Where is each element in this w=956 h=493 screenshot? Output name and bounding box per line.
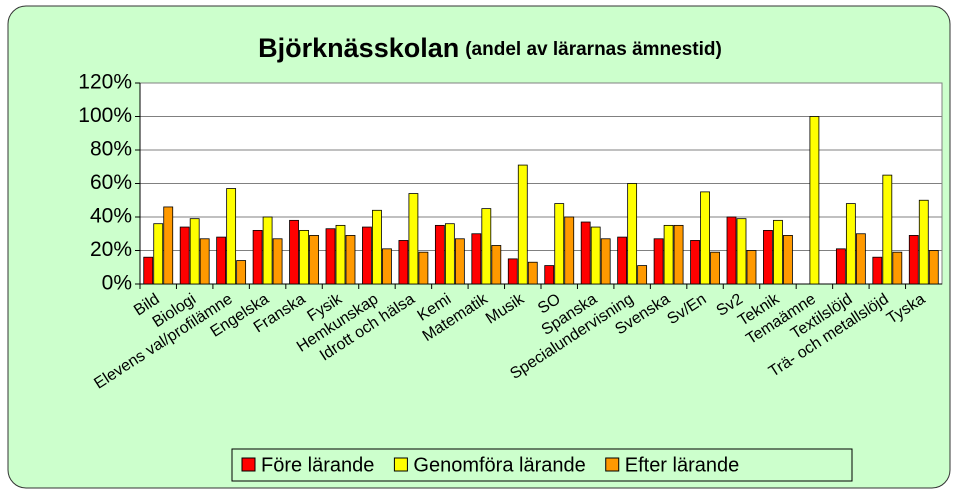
bar bbox=[153, 223, 164, 285]
bar bbox=[783, 235, 793, 285]
bar bbox=[309, 235, 319, 285]
bar bbox=[554, 203, 565, 285]
bar bbox=[700, 191, 710, 285]
bar bbox=[252, 229, 263, 285]
bar bbox=[690, 240, 700, 285]
bar bbox=[199, 238, 210, 285]
bar bbox=[345, 235, 356, 285]
bar bbox=[262, 216, 273, 285]
bar bbox=[517, 164, 528, 285]
bar bbox=[663, 224, 674, 285]
bar bbox=[580, 221, 591, 285]
bar bbox=[710, 251, 720, 285]
legend-box bbox=[231, 448, 853, 482]
bar bbox=[872, 256, 883, 285]
bar bbox=[773, 219, 783, 285]
bar bbox=[590, 226, 601, 285]
bar bbox=[236, 260, 247, 285]
legend-swatch bbox=[605, 457, 620, 472]
bar bbox=[835, 248, 846, 285]
bar bbox=[617, 236, 628, 285]
bar bbox=[272, 238, 283, 285]
bar bbox=[564, 216, 575, 285]
bar bbox=[637, 265, 648, 285]
chart-title: Björknässkolan bbox=[258, 33, 459, 63]
bar bbox=[627, 183, 638, 285]
bar bbox=[845, 203, 856, 285]
bar bbox=[507, 258, 518, 285]
bar bbox=[398, 240, 409, 285]
bar bbox=[325, 228, 336, 285]
bar bbox=[653, 238, 664, 285]
bar bbox=[746, 250, 757, 285]
bar bbox=[471, 233, 482, 285]
bar bbox=[226, 188, 237, 285]
legend-label: Efter lärande bbox=[625, 454, 740, 476]
legend: Före lärande Genomföra lärande Efter läran… bbox=[231, 448, 853, 482]
bar bbox=[882, 174, 893, 285]
legend-swatch bbox=[393, 457, 408, 472]
bar bbox=[444, 223, 455, 285]
title-group: Björknässkolan (andel av lärarnas ämnesti… bbox=[258, 33, 722, 63]
legend-swatch bbox=[241, 457, 256, 472]
bar bbox=[892, 251, 903, 285]
bar bbox=[362, 226, 372, 285]
bar bbox=[763, 229, 773, 285]
bar bbox=[382, 248, 392, 285]
bar bbox=[491, 245, 502, 285]
bar bbox=[908, 235, 919, 285]
bar bbox=[928, 250, 939, 285]
bar bbox=[299, 229, 309, 285]
bar bbox=[855, 233, 866, 285]
bar bbox=[736, 218, 747, 285]
bar bbox=[179, 226, 190, 285]
bar bbox=[418, 251, 429, 285]
y-tick-label: 100% bbox=[78, 104, 132, 127]
bar bbox=[918, 199, 929, 285]
bar bbox=[289, 219, 299, 285]
bar bbox=[527, 261, 538, 285]
bar bbox=[673, 224, 684, 285]
bar bbox=[143, 256, 154, 285]
bar bbox=[408, 193, 419, 285]
bar bbox=[481, 208, 492, 285]
bar bbox=[189, 218, 200, 285]
bar bbox=[163, 206, 174, 285]
bar bbox=[335, 224, 346, 285]
y-tick-label: 120% bbox=[78, 71, 132, 94]
bar bbox=[809, 116, 820, 285]
y-tick-label: 0% bbox=[102, 272, 132, 295]
legend-label: Före lärande bbox=[261, 454, 374, 476]
y-tick-label: 80% bbox=[90, 138, 132, 161]
bar bbox=[600, 238, 611, 285]
legend-label: Genomföra lärande bbox=[413, 454, 585, 476]
bar bbox=[216, 236, 227, 285]
y-tick-label: 20% bbox=[90, 238, 132, 261]
y-tick-label: 40% bbox=[90, 205, 132, 228]
bar bbox=[454, 238, 465, 285]
bar bbox=[544, 265, 555, 285]
bar bbox=[434, 224, 445, 285]
y-tick-label: 60% bbox=[90, 171, 132, 194]
bar bbox=[726, 216, 737, 285]
chart-subtitle: (andel av lärarnas ämnestid) bbox=[465, 39, 722, 60]
bar bbox=[372, 209, 382, 285]
